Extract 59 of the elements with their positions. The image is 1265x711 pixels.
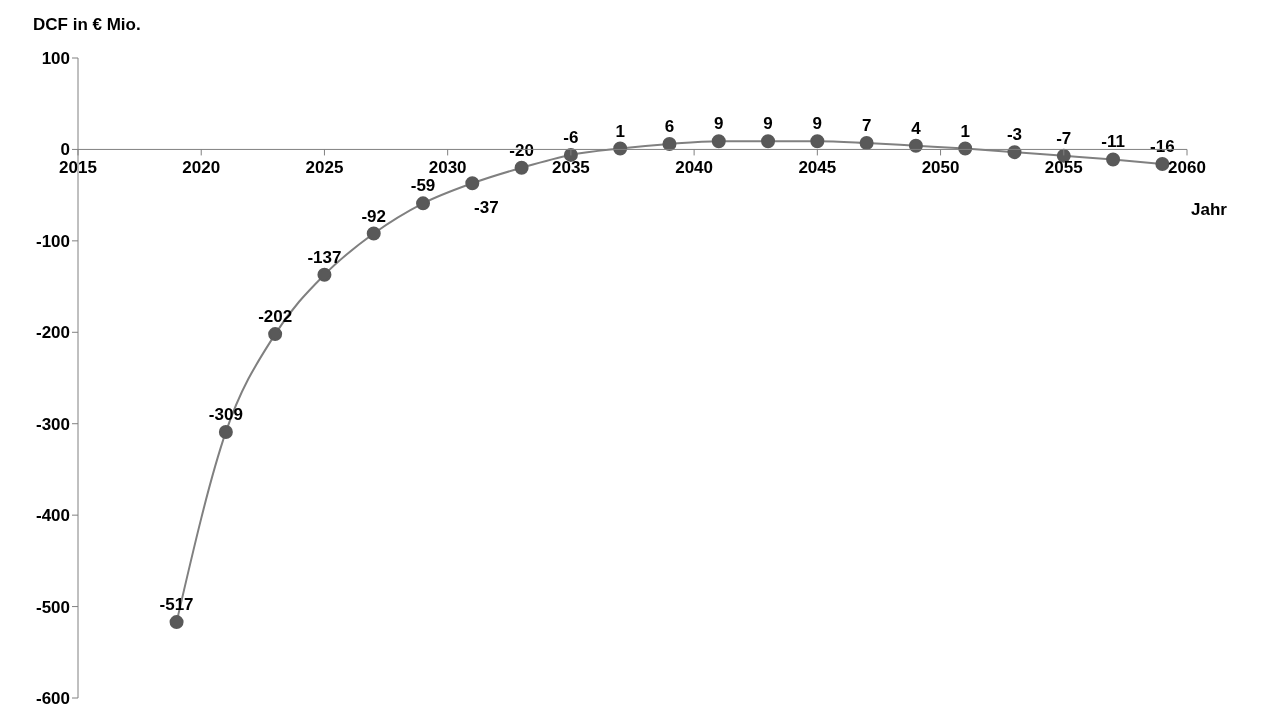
data-label: -7 xyxy=(1056,128,1072,148)
point xyxy=(563,147,578,162)
data-label: 9 xyxy=(812,114,823,134)
point xyxy=(1155,157,1170,172)
point xyxy=(859,136,874,151)
data-label: -92 xyxy=(361,206,387,226)
x-tick-label: 2045 xyxy=(798,158,837,178)
point xyxy=(761,134,776,149)
x-tick-label: 2015 xyxy=(59,158,97,178)
data-label: -20 xyxy=(509,140,534,160)
y-tick-label: -500 xyxy=(35,597,70,617)
data-label: 1 xyxy=(960,121,970,141)
point xyxy=(465,176,480,191)
point xyxy=(416,196,431,211)
data-label: -517 xyxy=(159,595,194,615)
point xyxy=(268,327,283,342)
x-tick-label: 2040 xyxy=(675,158,714,178)
y-axis-title: DCF in € Mio. xyxy=(33,15,141,34)
data-label: -309 xyxy=(208,404,243,424)
data-label: -37 xyxy=(474,198,499,218)
x-axis-title: Jahr xyxy=(1191,200,1228,220)
data-label: 6 xyxy=(664,116,675,136)
data-label: 9 xyxy=(714,114,724,134)
y-tick-label: -400 xyxy=(35,506,70,526)
y-tick-label: -600 xyxy=(35,689,70,709)
x-tick-label: 2055 xyxy=(1044,158,1083,178)
point xyxy=(514,160,529,175)
point xyxy=(317,267,332,282)
x-tick-label: 2050 xyxy=(921,158,960,178)
data-label: 9 xyxy=(763,114,773,134)
data-label: -11 xyxy=(1101,132,1125,152)
data-label: -6 xyxy=(563,127,579,147)
point xyxy=(366,226,381,241)
x-tick-label: 2020 xyxy=(182,158,221,178)
x-tick-label: 2035 xyxy=(551,158,590,178)
y-tick-label: 100 xyxy=(41,49,70,69)
data-label: -16 xyxy=(1150,137,1175,157)
data-label: 4 xyxy=(911,118,922,138)
point xyxy=(908,138,923,153)
point xyxy=(1007,145,1022,160)
y-tick-label: -300 xyxy=(35,414,70,434)
data-label: -137 xyxy=(307,247,342,267)
point xyxy=(1106,152,1121,167)
x-tick-label: 2025 xyxy=(305,158,344,178)
point xyxy=(810,134,825,149)
point xyxy=(711,134,726,149)
y-tick-label: -100 xyxy=(35,231,70,251)
data-label: 7 xyxy=(861,116,872,136)
x-tick-label: 2030 xyxy=(428,158,467,178)
point xyxy=(218,424,233,439)
point xyxy=(662,136,677,151)
point xyxy=(169,615,184,630)
x-tick-label: 2060 xyxy=(1168,158,1206,178)
y-tick-label: 0 xyxy=(60,140,70,160)
data-label: -59 xyxy=(410,176,436,196)
data-label: -202 xyxy=(258,307,293,327)
data-label: 1 xyxy=(615,121,625,141)
y-tick-label: -200 xyxy=(35,323,70,343)
data-label: -3 xyxy=(1006,125,1023,145)
